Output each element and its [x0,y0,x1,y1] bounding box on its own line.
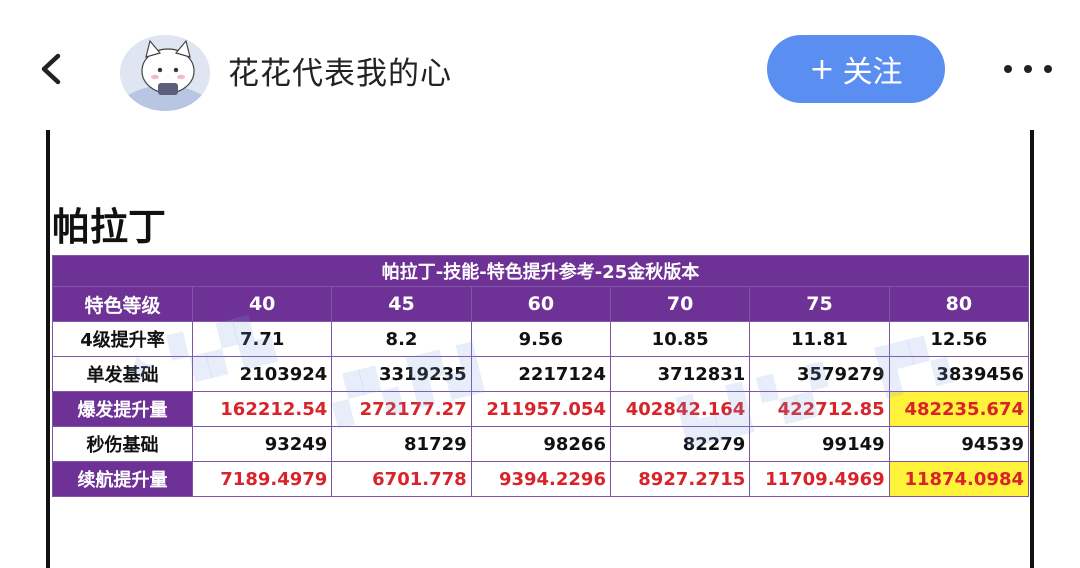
table-title-row: 帕拉丁-技能-特色提升参考-25金秋版本 [52,255,1029,287]
table-title: 帕拉丁-技能-特色提升参考-25金秋版本 [52,255,1029,287]
table-cell: 162212.54 [191,391,333,427]
table-cell: 9.56 [470,321,611,357]
table-row: 秒伤基础 93249 81729 98266 82279 99149 94539 [52,426,1030,462]
table-cell: 12.56 [888,321,1030,357]
table-cell: 8927.2715 [609,461,751,497]
table-cell: 11.81 [749,321,890,357]
table-cell: 3712831 [609,356,751,392]
table-cell: 3579279 [749,356,890,392]
skill-table: 帕拉丁-技能-特色提升参考-25金秋版本 特色等级 40 45 60 70 75… [52,255,1030,497]
table-row: 4级提升率 7.71 8.2 9.56 10.85 11.81 12.56 [52,321,1030,357]
chevron-left-icon [41,53,61,85]
table-cell: 8.2 [331,321,472,357]
follow-button[interactable]: + 关注 [767,35,945,103]
image-border-right [1030,130,1034,568]
post-image: 帕拉丁 帕拉丁-技能-特色提升参考-25金秋版本 特色等级 40 45 60 7… [0,130,1080,568]
table-cell-best: 482235.674 [888,391,1030,427]
table-cell: 422712.85 [749,391,890,427]
header-level: 60 [470,286,611,322]
row-label: 爆发提升量 [52,391,193,427]
table-cell: 272177.27 [331,391,472,427]
header-level: 45 [331,286,472,322]
table-cell: 94539 [888,426,1030,462]
skill-table-container: 帕拉丁-技能-特色提升参考-25金秋版本 特色等级 40 45 60 70 75… [52,255,1030,497]
more-options-button[interactable] [1000,60,1056,78]
table-cell: 99149 [749,426,890,462]
header-label: 特色等级 [52,286,193,322]
row-label: 4级提升率 [52,321,193,357]
row-label: 单发基础 [52,356,193,392]
username[interactable]: 花花代表我的心 [228,56,452,92]
table-cell: 7.71 [191,321,333,357]
table-cell: 6701.778 [331,461,472,497]
table-cell: 211957.054 [470,391,611,427]
row-label: 秒伤基础 [52,426,193,462]
header-level: 75 [749,286,890,322]
header-level: 40 [191,286,333,322]
table-cell: 3319235 [331,356,472,392]
table-cell: 402842.164 [609,391,751,427]
avatar[interactable] [120,35,210,111]
table-row: 单发基础 2103924 3319235 2217124 3712831 357… [52,356,1030,392]
more-dots-icon [1004,65,1052,73]
table-cell: 82279 [609,426,751,462]
row-label: 续航提升量 [52,461,193,497]
table-cell: 81729 [331,426,472,462]
header-level: 80 [888,286,1030,322]
header-level: 70 [609,286,751,322]
table-cell: 93249 [191,426,333,462]
class-heading: 帕拉丁 [52,205,167,249]
table-header-row: 特色等级 40 45 60 70 75 80 [52,286,1030,322]
follow-label: 关注 [842,55,903,90]
table-cell: 10.85 [609,321,751,357]
table-cell-best: 11874.0984 [888,461,1030,497]
cat-avatar-icon [120,35,210,111]
table-cell: 98266 [470,426,611,462]
back-button[interactable] [30,42,74,96]
table-cell: 7189.4979 [191,461,333,497]
table-row: 续航提升量 7189.4979 6701.778 9394.2296 8927.… [52,461,1030,497]
table-cell: 11709.4969 [749,461,890,497]
top-bar: 花花代表我的心 + 关注 [0,0,1080,130]
plus-icon: + [809,51,835,87]
image-border-left [46,130,50,568]
table-cell: 2103924 [191,356,333,392]
table-cell: 9394.2296 [470,461,611,497]
table-cell: 3839456 [888,356,1030,392]
table-cell: 2217124 [470,356,611,392]
table-row: 爆发提升量 162212.54 272177.27 211957.054 402… [52,391,1030,427]
